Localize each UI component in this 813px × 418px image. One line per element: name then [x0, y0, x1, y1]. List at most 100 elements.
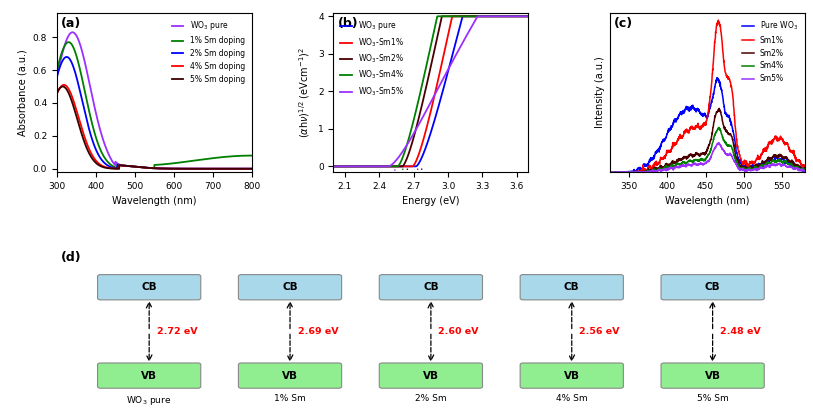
X-axis label: Energy (eV): Energy (eV)	[402, 196, 459, 206]
Sm5%	[758, 166, 767, 171]
2% Sm doping	[186, 166, 196, 171]
Sm1%	[800, 163, 810, 168]
WO$_3$-Sm1%	[447, 14, 457, 19]
1% Sm doping	[63, 40, 73, 45]
2% Sm doping	[204, 166, 214, 171]
Sm5%	[685, 162, 694, 167]
Text: CB: CB	[141, 282, 157, 292]
WO$_3$-Sm4%	[480, 14, 490, 19]
WO$_3$-Sm5%	[349, 164, 359, 169]
FancyBboxPatch shape	[520, 275, 624, 300]
WO$_3$-Sm1%	[524, 14, 533, 19]
Sm1%	[625, 169, 635, 174]
Text: VB: VB	[282, 371, 298, 381]
WO$_3$ pure	[328, 164, 338, 169]
WO$_3$-Sm5%	[473, 14, 483, 19]
Legend: WO$_3$ pure, WO$_3$-Sm1%, WO$_3$-Sm2%, WO$_3$-Sm4%, WO$_3$-Sm5%: WO$_3$ pure, WO$_3$-Sm1%, WO$_3$-Sm2%, W…	[337, 16, 406, 101]
Pure WO$_3$	[685, 107, 694, 112]
WO$_3$-Sm5%	[407, 133, 417, 138]
Text: (a): (a)	[61, 17, 81, 31]
1% Sm doping	[72, 55, 82, 60]
WO$_3$-Sm2%	[437, 14, 447, 19]
Sm2%	[758, 158, 767, 163]
FancyBboxPatch shape	[520, 363, 624, 388]
4% Sm doping	[207, 166, 217, 171]
Sm4%	[685, 158, 694, 163]
FancyBboxPatch shape	[98, 275, 201, 300]
Text: VB: VB	[705, 371, 720, 381]
WO$_3$-Sm5%	[463, 32, 472, 37]
Legend: WO$_3$ pure, 1% Sm doping, 2% Sm doping, 4% Sm doping, 5% Sm doping: WO$_3$ pure, 1% Sm doping, 2% Sm doping,…	[169, 16, 248, 87]
Y-axis label: ($\alpha$h$\nu$)$^{1/2}$ (eVcm$^{-1}$)$^2$: ($\alpha$h$\nu$)$^{1/2}$ (eVcm$^{-1}$)$^…	[298, 47, 312, 138]
4% Sm doping	[52, 91, 62, 96]
WO$_3$ pure	[349, 164, 359, 169]
FancyBboxPatch shape	[380, 275, 482, 300]
Pure WO$_3$	[739, 163, 749, 168]
Pure WO$_3$	[761, 161, 771, 166]
Sm4%	[739, 166, 749, 171]
Sm1%	[637, 170, 646, 175]
Sm2%	[685, 153, 694, 158]
5% Sm doping	[58, 84, 67, 89]
1% Sm doping	[204, 156, 214, 161]
Sm2%	[641, 170, 650, 175]
WO$_3$-Sm5%	[328, 164, 338, 169]
Sm2%	[605, 170, 615, 175]
4% Sm doping	[72, 110, 82, 115]
FancyBboxPatch shape	[380, 363, 482, 388]
WO$_3$ pure	[204, 166, 214, 171]
Line: WO$_3$-Sm4%: WO$_3$-Sm4%	[333, 16, 528, 166]
WO$_3$-Sm2%	[485, 14, 494, 19]
1% Sm doping	[208, 155, 218, 161]
Sm2%	[739, 165, 749, 170]
FancyBboxPatch shape	[661, 363, 764, 388]
Line: WO$_3$-Sm5%: WO$_3$-Sm5%	[333, 16, 528, 166]
Line: 2% Sm doping: 2% Sm doping	[57, 57, 252, 169]
Text: (c): (c)	[614, 17, 633, 31]
4% Sm doping	[138, 165, 148, 170]
WO$_3$ pure	[480, 14, 490, 19]
WO$_3$-Sm4%	[433, 14, 442, 19]
WO$_3$-Sm1%	[328, 164, 338, 169]
WO$_3$ pure	[458, 14, 467, 19]
Text: 1% Sm: 1% Sm	[274, 394, 306, 403]
WO$_3$-Sm4%	[349, 164, 359, 169]
Line: Pure WO$_3$: Pure WO$_3$	[610, 78, 805, 172]
Sm5%	[605, 170, 615, 175]
Sm2%	[714, 106, 724, 111]
Sm4%	[800, 168, 810, 173]
Text: 5% Sm: 5% Sm	[697, 394, 728, 403]
WO$_3$-Sm1%	[480, 14, 490, 19]
WO$_3$-Sm4%	[328, 164, 338, 169]
Pure WO$_3$	[800, 168, 810, 173]
X-axis label: Wavelength (nm): Wavelength (nm)	[112, 196, 197, 206]
X-axis label: Wavelength (nm): Wavelength (nm)	[665, 196, 750, 206]
Line: 1% Sm doping: 1% Sm doping	[57, 42, 252, 168]
Pure WO$_3$	[758, 163, 767, 168]
4% Sm doping	[186, 166, 196, 171]
FancyBboxPatch shape	[661, 275, 764, 300]
FancyBboxPatch shape	[238, 275, 341, 300]
Line: Sm1%: Sm1%	[610, 20, 805, 172]
Legend: Pure WO$_3$, Sm1%, Sm2%, Sm4%, Sm5%: Pure WO$_3$, Sm1%, Sm2%, Sm4%, Sm5%	[739, 16, 801, 86]
Sm5%	[800, 169, 810, 174]
Sm4%	[646, 170, 655, 175]
5% Sm doping	[186, 166, 196, 171]
Sm1%	[714, 18, 724, 23]
Line: 5% Sm doping: 5% Sm doping	[57, 87, 252, 169]
WO$_3$ pure	[52, 74, 62, 79]
Line: Sm5%: Sm5%	[610, 143, 805, 172]
Sm5%	[645, 170, 654, 175]
1% Sm doping	[138, 165, 148, 170]
WO$_3$-Sm2%	[407, 140, 417, 145]
WO$_3$-Sm1%	[485, 14, 494, 19]
Sm4%	[625, 169, 635, 174]
Text: 2% Sm: 2% Sm	[415, 394, 446, 403]
WO$_3$-Sm5%	[415, 121, 424, 126]
WO$_3$ pure	[485, 14, 494, 19]
2% Sm doping	[62, 54, 72, 59]
WO$_3$-Sm2%	[415, 113, 424, 118]
WO$_3$-Sm1%	[407, 164, 417, 169]
Sm1%	[605, 170, 615, 175]
Text: (b): (b)	[337, 17, 358, 31]
